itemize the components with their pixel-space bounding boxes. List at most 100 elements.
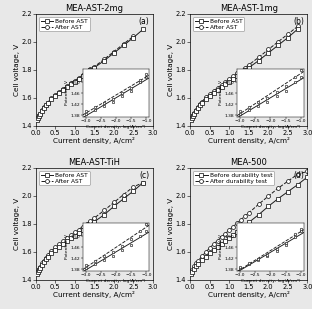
Before durability test [235, 230, 239, 234]
After AST [92, 216, 96, 220]
Before AST [42, 106, 46, 110]
Before AST [61, 88, 65, 92]
After AST [89, 219, 92, 223]
After AST [65, 236, 69, 240]
Before AST [286, 36, 290, 40]
After AST [102, 209, 106, 212]
After AST [44, 256, 47, 260]
Before AST [81, 74, 85, 78]
After AST [112, 201, 116, 204]
After AST [243, 66, 247, 70]
Before durability test [247, 221, 251, 224]
Before AST [69, 83, 73, 86]
Before durability test [305, 175, 309, 179]
After AST [69, 234, 73, 237]
Before AST [200, 101, 204, 105]
Line: After AST: After AST [35, 34, 135, 121]
Line: Before AST: Before AST [35, 181, 145, 276]
Y-axis label: Cell voltage, V: Cell voltage, V [168, 44, 174, 96]
Before AST [38, 112, 42, 116]
After durability test [257, 202, 261, 206]
Before durability test [276, 197, 280, 201]
After durability test [196, 259, 200, 263]
After AST [192, 113, 195, 116]
Before AST [89, 69, 92, 72]
After AST [36, 115, 40, 119]
Before AST [132, 189, 135, 193]
Text: (c): (c) [139, 171, 149, 180]
After durability test [286, 180, 290, 183]
Before AST [122, 197, 125, 201]
After durability test [223, 232, 227, 235]
Before AST [132, 36, 135, 40]
After AST [61, 87, 65, 91]
Before AST [44, 258, 47, 261]
Text: (a): (a) [139, 17, 149, 26]
Title: MEA-AST-1mg: MEA-AST-1mg [220, 4, 278, 13]
After durability test [200, 254, 204, 258]
Before AST [36, 116, 40, 120]
After AST [65, 84, 69, 88]
After durability test [247, 211, 251, 215]
After AST [196, 105, 200, 108]
Before durability test [208, 251, 212, 255]
Before durability test [192, 267, 196, 271]
After AST [132, 185, 135, 189]
Before AST [112, 205, 116, 208]
After durability test [296, 172, 300, 176]
After durability test [194, 261, 198, 265]
Before durability test [200, 258, 204, 262]
After AST [54, 245, 57, 249]
Text: (b): (b) [293, 17, 304, 26]
After AST [42, 106, 46, 109]
After AST [85, 222, 89, 226]
Before AST [40, 109, 44, 113]
Before durability test [196, 262, 200, 266]
Before AST [57, 245, 61, 249]
After AST [122, 42, 125, 46]
Before AST [69, 237, 73, 240]
Before AST [46, 256, 49, 259]
Before durability test [194, 265, 198, 268]
Before durability test [223, 239, 227, 243]
After AST [44, 103, 47, 107]
After AST [190, 115, 194, 119]
After durability test [190, 268, 194, 272]
After AST [132, 34, 135, 38]
Before AST [77, 231, 80, 235]
Before durability test [220, 242, 223, 245]
Before AST [65, 239, 69, 243]
After AST [85, 70, 89, 74]
After durability test [235, 221, 239, 225]
Before durability test [296, 183, 300, 187]
Text: (d): (d) [293, 171, 304, 180]
Before AST [46, 101, 49, 105]
Line: Before AST: Before AST [35, 27, 145, 122]
Before durability test [257, 213, 261, 217]
After AST [231, 74, 235, 78]
After AST [81, 73, 85, 77]
Before AST [57, 91, 61, 95]
After AST [81, 225, 85, 228]
Legend: Before AST, After AST: Before AST, After AST [193, 17, 244, 31]
Before AST [89, 223, 92, 226]
Line: Before durability test: Before durability test [189, 175, 309, 276]
After AST [223, 80, 227, 84]
After AST [257, 56, 261, 59]
After AST [42, 259, 46, 262]
After AST [38, 265, 42, 269]
Before durability test [189, 272, 193, 276]
Before AST [102, 213, 106, 217]
After durability test [216, 239, 220, 243]
Before AST [77, 77, 80, 81]
Before AST [239, 71, 243, 75]
After durability test [305, 170, 309, 173]
After AST [37, 113, 41, 117]
After AST [239, 69, 243, 72]
After AST [92, 65, 96, 69]
Before AST [212, 91, 216, 95]
After AST [102, 57, 106, 61]
Before AST [227, 80, 231, 83]
After AST [227, 77, 231, 81]
After AST [35, 272, 39, 275]
